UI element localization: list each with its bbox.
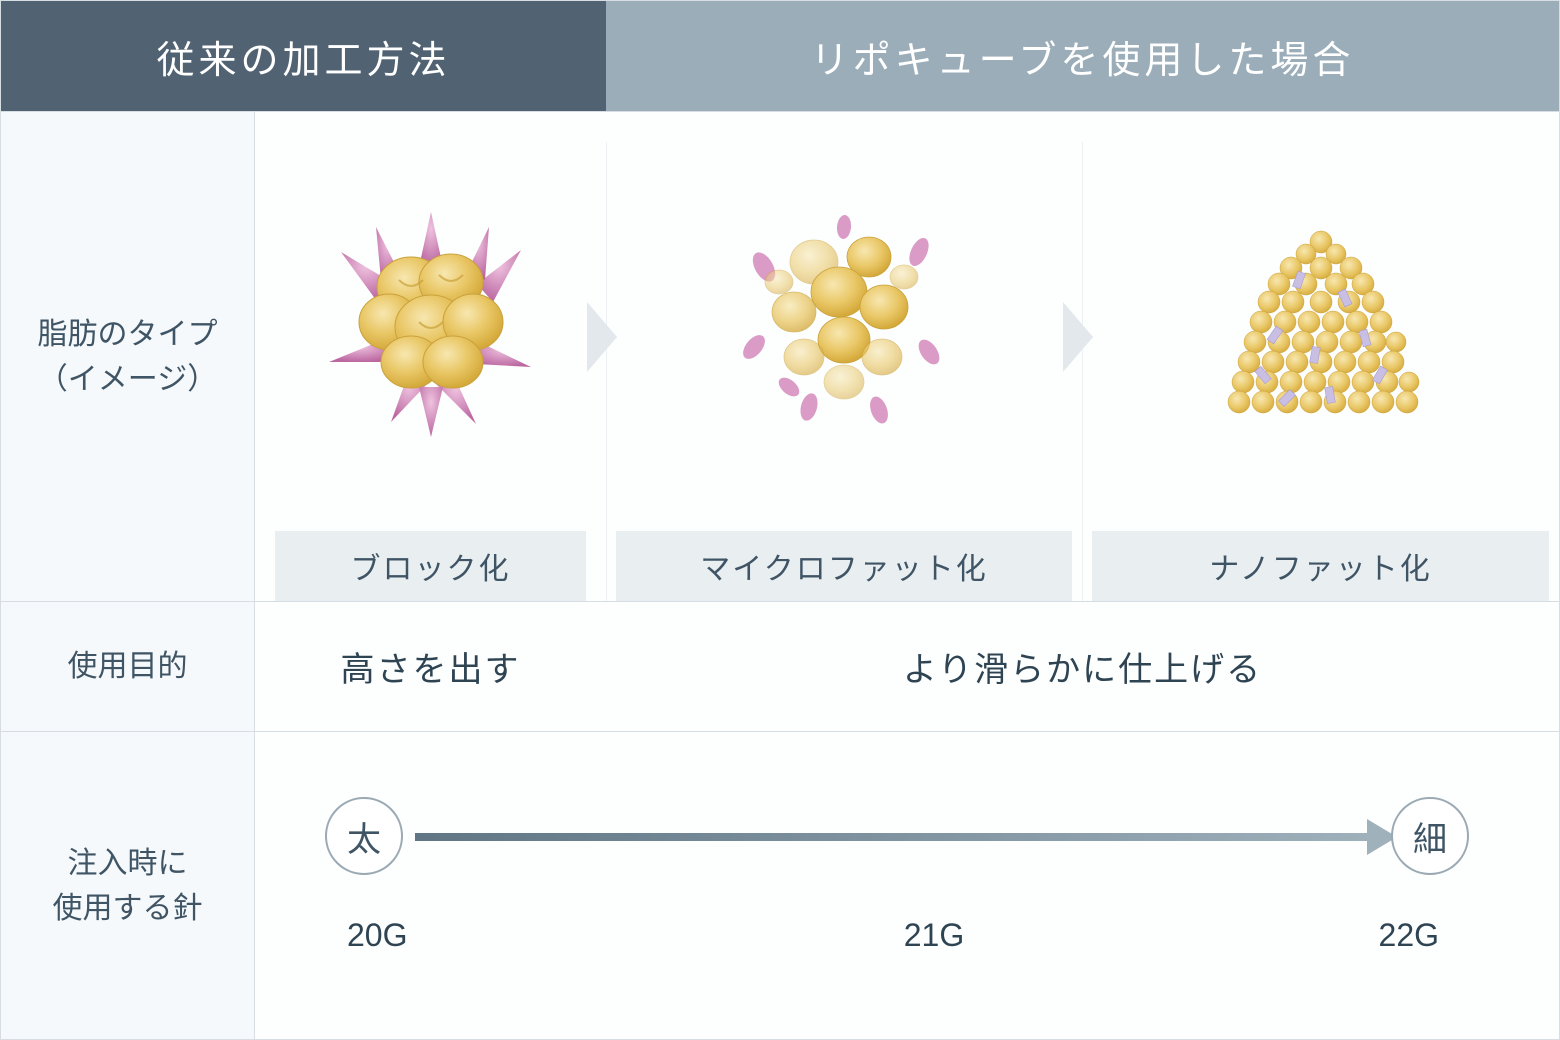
header-conventional: 従来の加工方法 xyxy=(1,1,606,111)
circle-thin: 細 xyxy=(1391,797,1469,875)
rowlabel-needle-l1: 注入時に xyxy=(68,847,188,880)
gauge-22g: 22G xyxy=(1152,917,1469,954)
gauge-21g: 21G xyxy=(676,917,1152,954)
cell-nano-fat: ナノファット化 xyxy=(1082,112,1559,601)
header-row: 従来の加工方法 リポキューブを使用した場合 xyxy=(1,1,1559,111)
chevron-icon xyxy=(587,302,617,372)
row-purpose: 使用目的 高さを出す より滑らかに仕上げる xyxy=(1,601,1559,731)
rowlabel-purpose: 使用目的 xyxy=(1,602,255,731)
fat-block-illustration xyxy=(255,112,606,531)
purpose-text-1: 高さを出す xyxy=(341,651,521,689)
circle-thick: 太 xyxy=(325,797,403,875)
needle-cells: 太 細 20G 21G 22G xyxy=(255,732,1559,1039)
rowlabel-needle: 注入時に 使用する針 xyxy=(1,732,255,1039)
cell-block-fat: ブロック化 xyxy=(255,112,606,601)
fat-type-cells: ブロック化 xyxy=(255,112,1559,601)
sub-micro: マイクロファット化 xyxy=(616,531,1072,601)
chevron-icon xyxy=(1063,302,1093,372)
gauge-20g: 20G xyxy=(325,917,676,954)
rowlabel-needle-l2: 使用する針 xyxy=(53,892,203,925)
needle-gauge-diagram: 太 細 20G 21G 22G xyxy=(325,797,1469,977)
gauge-arrow-line xyxy=(415,833,1379,841)
fat-nano-illustration xyxy=(1082,112,1559,531)
gauge-labels: 20G 21G 22G xyxy=(325,917,1469,954)
row-fat-type: 脂肪のタイプ （イメージ） xyxy=(1,111,1559,601)
purpose-col1: 高さを出す xyxy=(255,642,606,691)
purpose-col23: より滑らかに仕上げる xyxy=(606,642,1559,691)
fat-micro-illustration xyxy=(606,112,1082,531)
cell-micro-fat: マイクロファット化 xyxy=(606,112,1082,601)
rowlabel-fat-type: 脂肪のタイプ （イメージ） xyxy=(1,112,255,601)
rowlabel-fat-type-l2: （イメージ） xyxy=(38,363,217,396)
purpose-text-2: より滑らかに仕上げる xyxy=(903,651,1262,689)
row-needle: 注入時に 使用する針 太 細 20G 21G 22G xyxy=(1,731,1559,1039)
purpose-cells: 高さを出す より滑らかに仕上げる xyxy=(255,602,1559,731)
sub-nano: ナノファット化 xyxy=(1092,531,1549,601)
header-lipocube: リポキューブを使用した場合 xyxy=(606,1,1559,111)
rowlabel-fat-type-l1: 脂肪のタイプ xyxy=(38,318,218,351)
comparison-table: 従来の加工方法 リポキューブを使用した場合 脂肪のタイプ （イメージ） xyxy=(0,0,1560,1040)
sub-block: ブロック化 xyxy=(275,531,586,601)
